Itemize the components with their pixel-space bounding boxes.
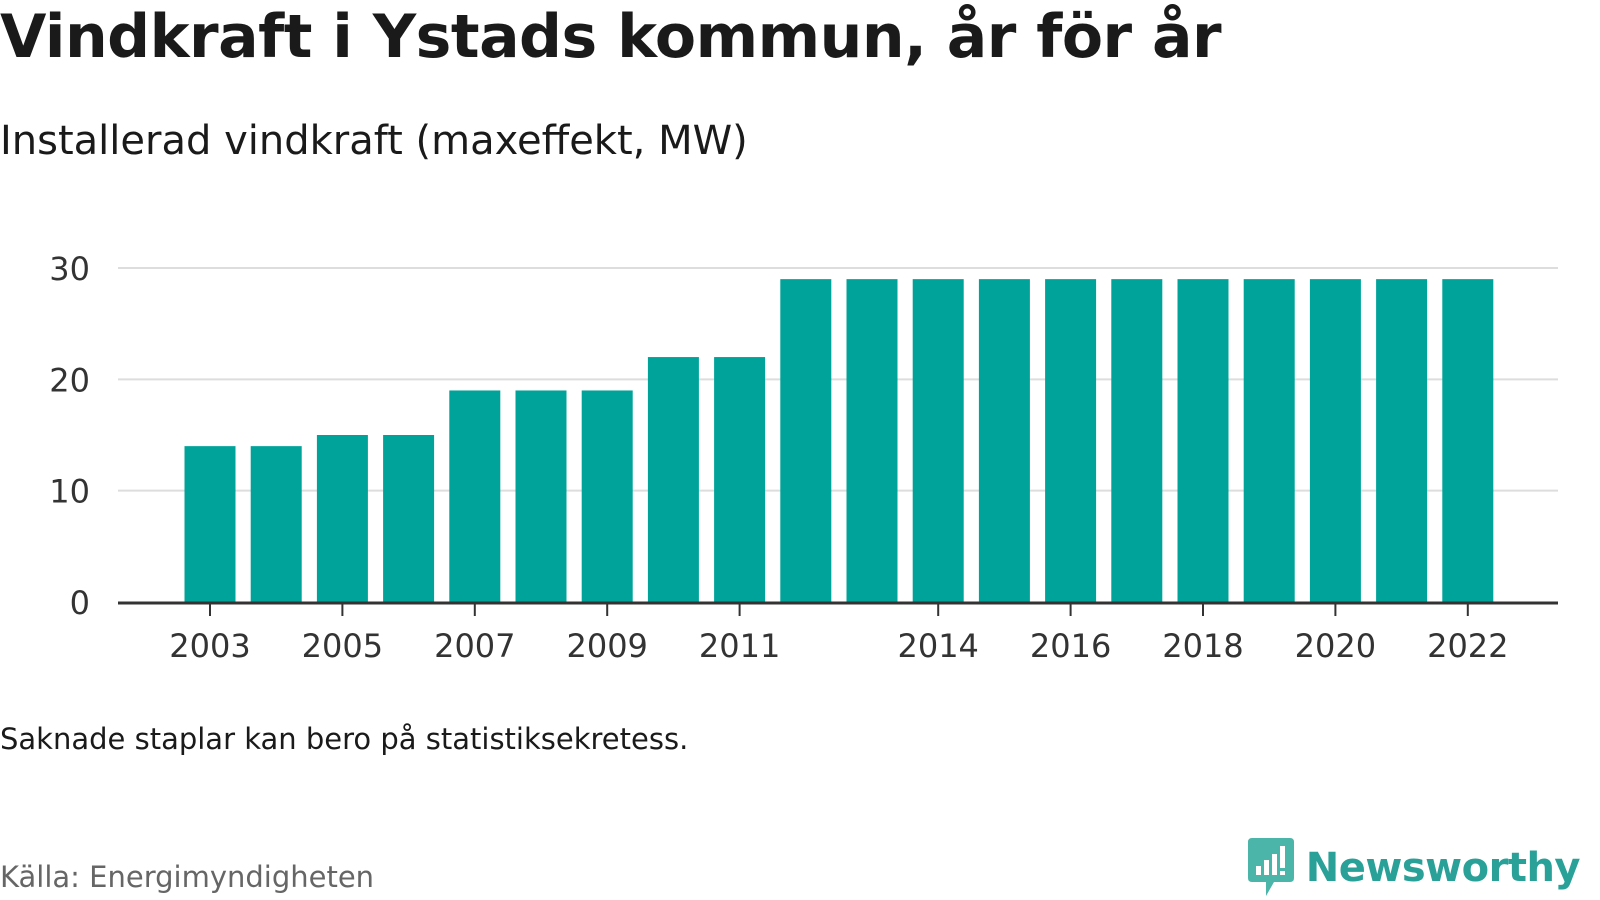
bar-2008 [515,390,567,602]
x-tick-label: 2007 [434,627,515,660]
bar-chart: 0 10 20 30 2003 2005 2007 2009 2011 2014 2016 2018 2… [49,250,1558,660]
x-tick-label: 2009 [566,627,647,660]
x-tick-label: 2005 [302,627,383,660]
bar-2009 [581,390,633,602]
y-tick-label: 30 [49,250,90,288]
x-tick-label: 2020 [1295,627,1376,660]
chart-subtitle: Installerad vindkraft (maxeffekt, MW) [0,118,748,164]
bar-2021 [1376,279,1428,602]
bars [184,279,1494,602]
source-label: Källa: Energimyndigheten [0,860,375,894]
y-tick-label: 20 [49,361,90,399]
footnote: Saknade staplar kan bero på statistiksek… [0,722,689,756]
bar-2005 [316,435,368,602]
brand-logo[interactable]: Newsworthy [1246,838,1581,898]
bar-2004 [250,446,302,602]
bar-2022 [1442,279,1494,602]
brand-name: Newsworthy [1305,845,1581,891]
x-tick-label: 2016 [1030,627,1111,660]
x-tick-label: 2018 [1162,627,1243,660]
x-tick-label: 2003 [169,627,250,660]
y-tick-label: 10 [49,473,90,511]
bar-2018 [1177,279,1229,602]
bar-2013 [846,279,898,602]
x-tick-label: 2011 [699,627,780,660]
bar-2015 [978,279,1030,602]
bar-2007 [449,390,501,602]
bar-2016 [1045,279,1097,602]
bar-2012 [780,279,832,602]
chart-title: Vindkraft i Ystads kommun, år för år [0,2,1222,72]
bar-2003 [184,446,236,602]
axes: 0 10 20 30 2003 2005 2007 2009 2011 2014 2016 2018 2… [49,250,1558,660]
bar-2014 [912,279,964,602]
bar-2006 [383,435,435,602]
x-tick-label: 2022 [1427,627,1508,660]
bar-2010 [647,357,699,602]
bar-2019 [1243,279,1295,602]
bar-2011 [714,357,766,602]
bar-2017 [1111,279,1163,602]
x-tick-label: 2014 [897,627,978,660]
y-tick-label: 0 [70,584,90,622]
newsworthy-logo-icon [1247,838,1294,896]
bar-2020 [1309,279,1361,602]
